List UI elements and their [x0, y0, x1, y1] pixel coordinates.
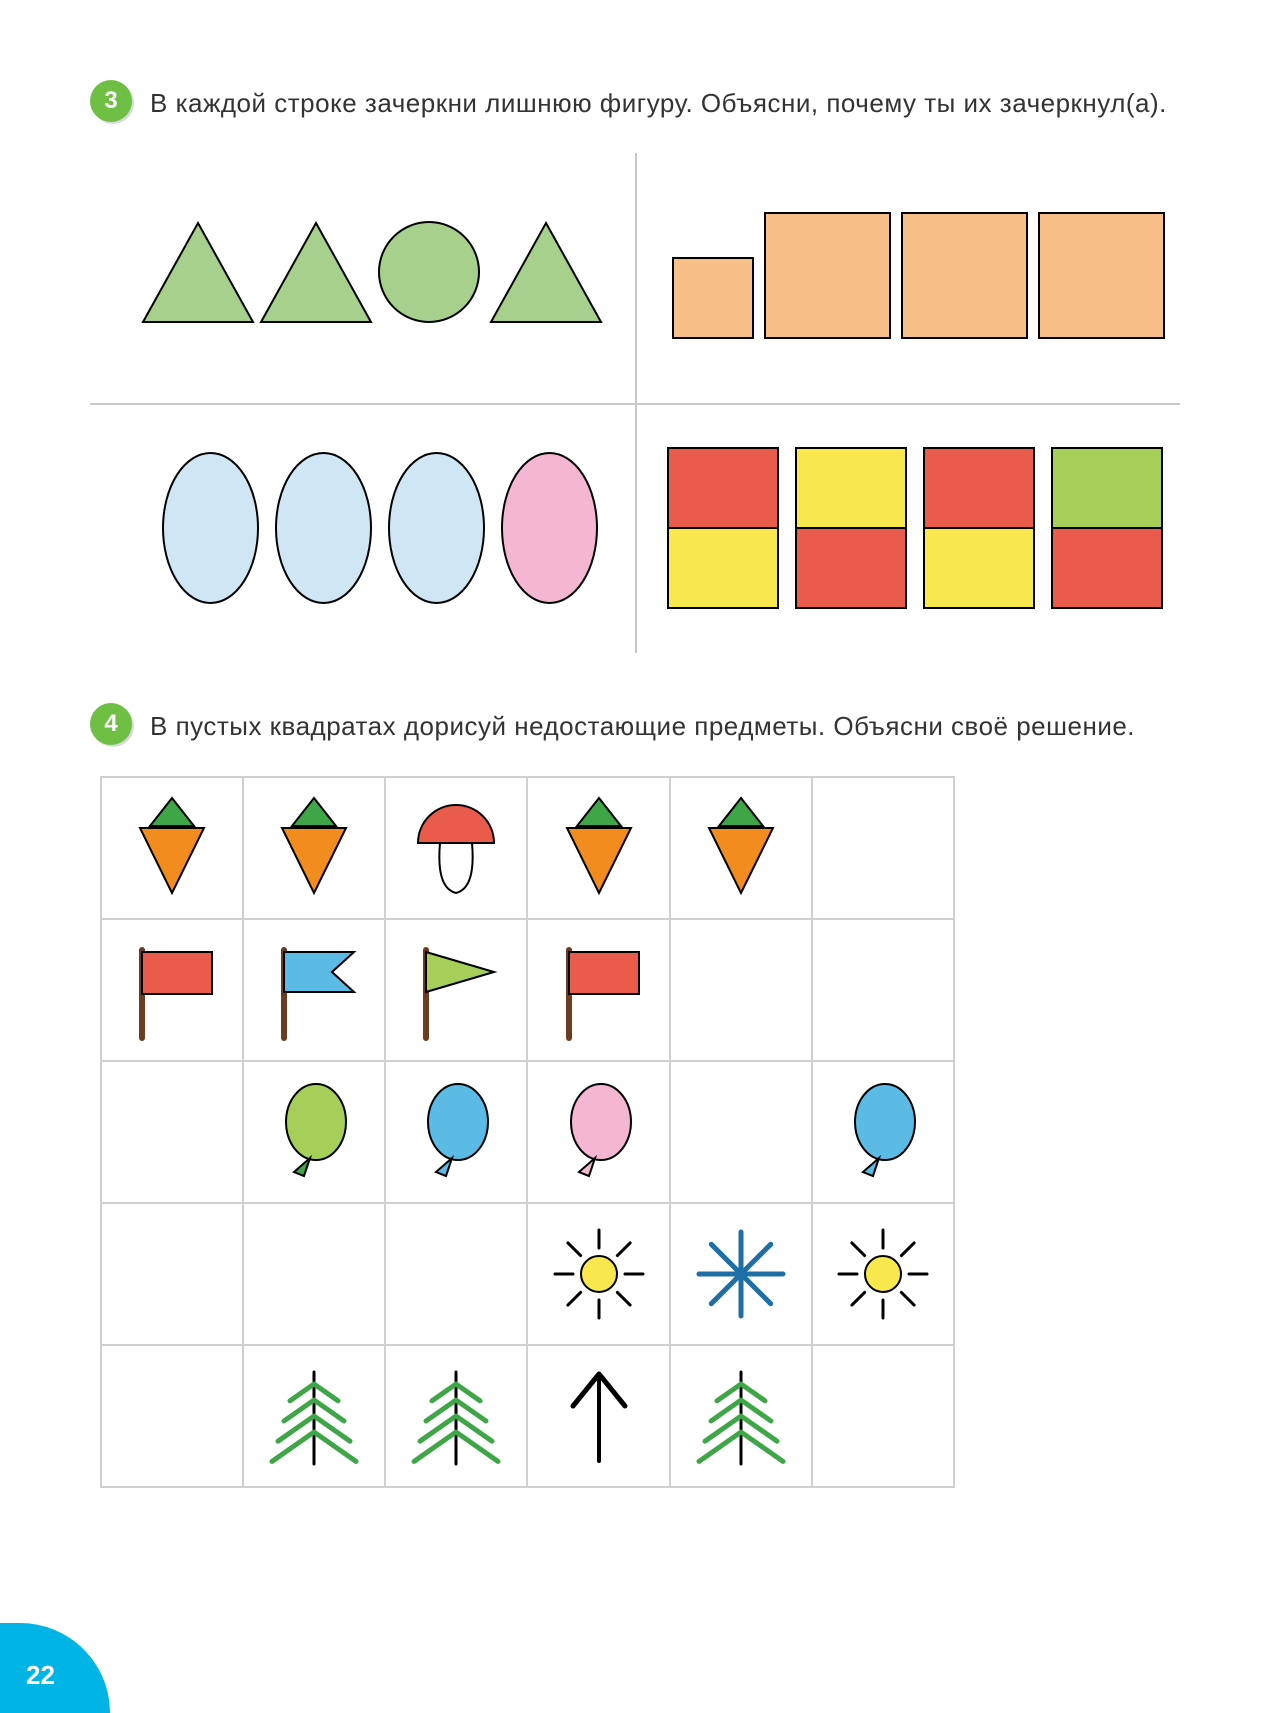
workbook-page: 3 В каждой строке зачеркни лишнюю фигуру…	[0, 0, 1270, 1713]
grid-cell	[812, 919, 954, 1061]
shapes-ellipses	[113, 433, 613, 623]
balloon-blue-icon	[823, 1072, 943, 1192]
flag-green-icon	[396, 930, 516, 1050]
grid-cell	[527, 1345, 669, 1487]
quadrant-bottom-right	[635, 403, 1180, 653]
grid-cell	[385, 1061, 527, 1203]
carrot-icon	[112, 788, 232, 908]
page-number: 22	[0, 1623, 110, 1713]
grid-cell	[527, 1203, 669, 1345]
grid-cell	[670, 919, 812, 1061]
arrow-icon	[539, 1356, 659, 1476]
balloon-green-icon	[254, 1072, 374, 1192]
grid-cell	[527, 777, 669, 919]
grid-cell	[670, 777, 812, 919]
grid-cell	[385, 1345, 527, 1487]
grid-cell	[670, 1061, 812, 1203]
task-badge-4: 4	[90, 703, 132, 745]
grid-cell	[101, 1203, 243, 1345]
shapes-triangles	[113, 208, 613, 348]
grid-cell	[243, 1345, 385, 1487]
grid-cell	[527, 1061, 669, 1203]
quadrant-top-right	[635, 153, 1180, 403]
grid-cell	[243, 1203, 385, 1345]
grid-cell	[812, 1345, 954, 1487]
balloon-pink-icon	[539, 1072, 659, 1192]
sun-icon	[539, 1214, 659, 1334]
grid-cell	[101, 919, 243, 1061]
grid-cell	[243, 1061, 385, 1203]
task-badge-3: 3	[90, 80, 132, 122]
carrot-icon	[254, 788, 374, 908]
grid-cell	[243, 919, 385, 1061]
carrot-icon	[681, 788, 801, 908]
mushroom-icon	[396, 788, 516, 908]
grid-cell	[101, 1345, 243, 1487]
grid-cell	[101, 777, 243, 919]
task-4-header: 4 В пустых квадратах дорисуй недостающие…	[90, 703, 1180, 746]
balloon-blue-icon	[396, 1072, 516, 1192]
tree-icon	[681, 1356, 801, 1476]
shapes-bicolor-rects	[648, 433, 1168, 623]
task-4-grid	[100, 776, 955, 1488]
task-3-header: 3 В каждой строке зачеркни лишнюю фигуру…	[90, 80, 1180, 123]
snowflake-icon	[681, 1214, 801, 1334]
task-3-grid	[90, 153, 1180, 653]
grid-cell	[527, 919, 669, 1061]
grid-cell	[243, 777, 385, 919]
carrot-icon	[539, 788, 659, 908]
tree-icon	[396, 1356, 516, 1476]
flag-red-icon	[539, 930, 659, 1050]
grid-cell	[101, 1061, 243, 1203]
tree-icon	[254, 1356, 374, 1476]
grid-cell	[670, 1345, 812, 1487]
task-3-text: В каждой строке зачеркни лишнюю фигуру. …	[150, 84, 1167, 123]
grid-cell	[670, 1203, 812, 1345]
grid-cell	[812, 1061, 954, 1203]
grid-cell	[385, 777, 527, 919]
grid-cell	[385, 1203, 527, 1345]
flag-blue-icon	[254, 930, 374, 1050]
grid-cell	[812, 777, 954, 919]
quadrant-bottom-left	[90, 403, 635, 653]
grid-cell	[385, 919, 527, 1061]
task-4-text: В пустых квадратах дорисуй недостающие п…	[150, 707, 1135, 746]
flag-red-icon	[112, 930, 232, 1050]
shapes-squares	[648, 208, 1168, 348]
grid-cell	[812, 1203, 954, 1345]
quadrant-top-left	[90, 153, 635, 403]
sun-icon	[823, 1214, 943, 1334]
